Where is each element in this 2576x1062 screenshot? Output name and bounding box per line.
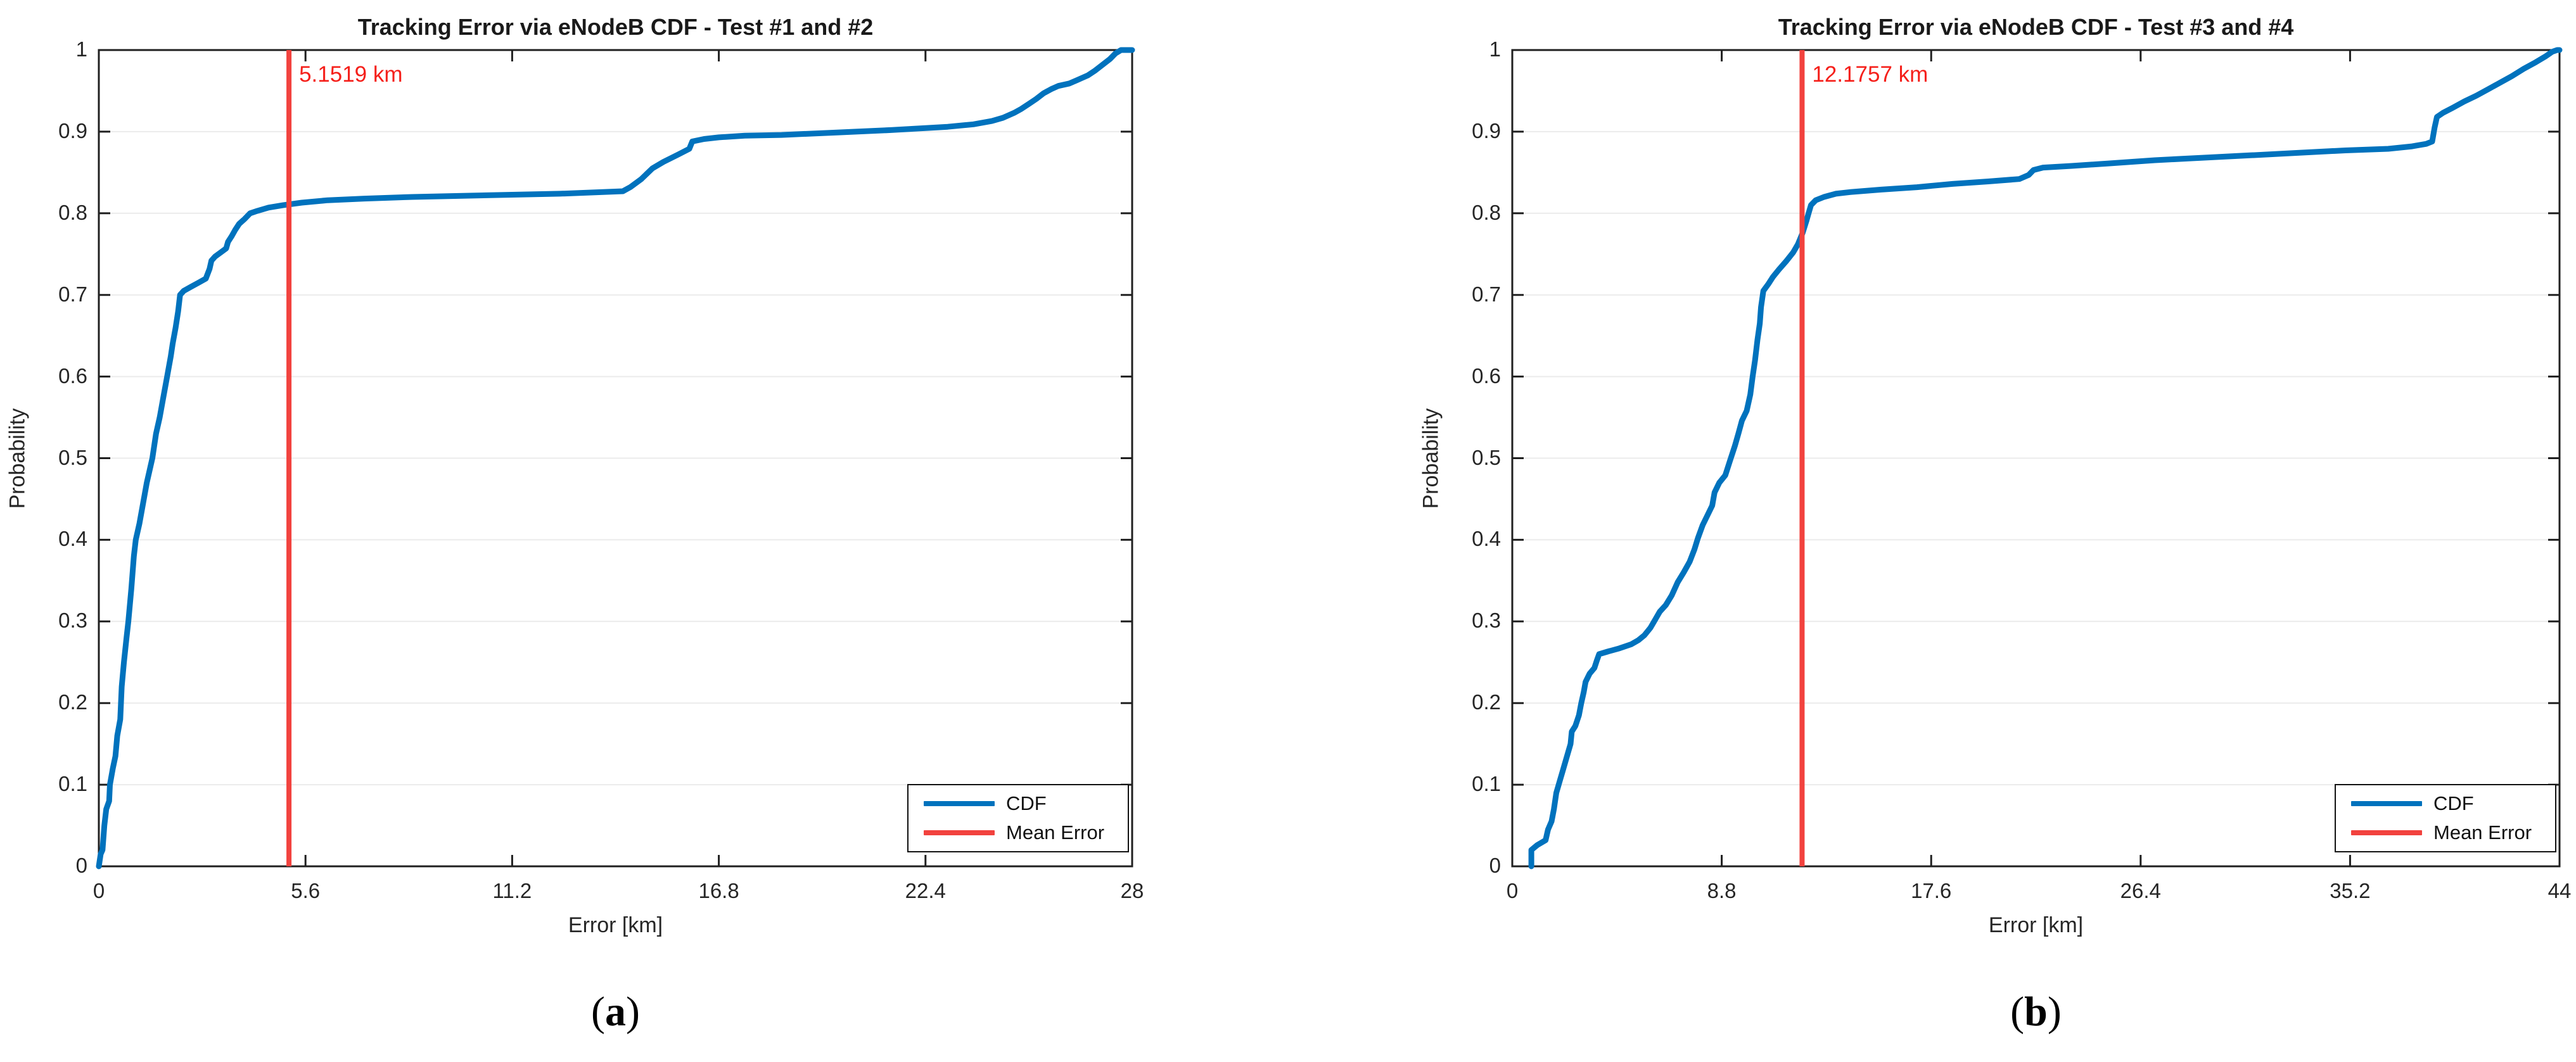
y-tick-label: 0.5 — [58, 445, 87, 469]
legend-label: Mean Error — [1006, 821, 1105, 844]
x-tick-label: 8.8 — [1707, 879, 1737, 902]
x-axis-label: Error [km] — [568, 913, 663, 937]
mean-error-line-swatch — [2351, 830, 2422, 835]
x-tick-label: 26.4 — [2120, 879, 2161, 902]
y-tick-label: 0.8 — [1472, 200, 1501, 224]
legend-entry-mean-error: Mean Error — [2336, 819, 2555, 847]
legend: CDF Mean Error — [2335, 784, 2556, 852]
y-tick-label: 1 — [1489, 37, 1501, 61]
y-tick-label: 0.2 — [58, 690, 87, 714]
subfigure-caption-a: (a) — [99, 988, 1132, 1036]
cdf-plot-a — [96, 47, 1135, 869]
cdf-line-swatch — [924, 801, 995, 807]
legend: CDF Mean Error — [907, 784, 1129, 852]
caption-paren: ( — [2010, 989, 2025, 1035]
y-tick-label: 0 — [1489, 854, 1501, 877]
cdf-line-swatch — [2351, 801, 2422, 807]
cdf-panel-b: Tracking Error via eNodeB CDF - Test #3 … — [1288, 0, 2576, 1062]
caption-paren: ( — [591, 989, 605, 1035]
y-tick-label: 0.5 — [1472, 445, 1501, 469]
y-tick-label: 0.8 — [58, 200, 87, 224]
y-tick-label: 0.9 — [58, 118, 87, 142]
x-tick-label: 0 — [92, 879, 105, 902]
x-tick-label: 22.4 — [905, 879, 946, 902]
y-tick-label: 0.9 — [1472, 118, 1501, 142]
caption-letter: a — [605, 989, 626, 1035]
x-tick-label: 16.8 — [698, 879, 739, 902]
y-tick-label: 0.2 — [1472, 690, 1501, 714]
y-tick-label: 0.4 — [1472, 527, 1501, 551]
x-tick-label: 0 — [1506, 879, 1519, 902]
legend-entry-mean-error: Mean Error — [909, 819, 1128, 847]
y-tick-label: 0.1 — [1472, 772, 1501, 796]
x-tick-label: 5.6 — [291, 879, 321, 902]
x-tick-label: 17.6 — [1911, 879, 1952, 902]
cdf-curve — [1528, 47, 2563, 869]
y-tick-label: 0.6 — [1472, 363, 1501, 388]
legend-entry-cdf: CDF — [2336, 790, 2555, 818]
caption-paren: ) — [626, 989, 640, 1035]
caption-paren: ) — [2047, 989, 2062, 1035]
mean-error-annotation: 12.1757 km — [1812, 62, 1929, 87]
plot-title: Tracking Error via eNodeB CDF - Test #1 … — [357, 14, 874, 40]
y-tick-label: 0 — [75, 854, 87, 877]
y-tick-label: 0.3 — [1472, 609, 1501, 633]
mean-error-line-swatch — [924, 830, 995, 835]
x-tick-label: 11.2 — [492, 879, 532, 902]
y-tick-label: 0.1 — [58, 772, 87, 796]
cdf-curve — [96, 47, 1135, 869]
x-axis-label: Error [km] — [1988, 913, 2084, 937]
legend-label: CDF — [2433, 792, 2474, 815]
x-tick-label: 35.2 — [2330, 879, 2371, 902]
caption-letter: b — [2024, 989, 2048, 1035]
x-tick-label: 28 — [1120, 879, 1144, 902]
y-tick-label: 0.4 — [58, 527, 87, 551]
y-tick-label: 0.6 — [58, 363, 87, 388]
x-tick-label: 44 — [2547, 879, 2572, 902]
y-tick-label: 0.7 — [58, 282, 87, 306]
plot-title: Tracking Error via eNodeB CDF - Test #3 … — [1778, 14, 2294, 40]
legend-label: Mean Error — [2433, 821, 2532, 844]
y-tick-label: 0.7 — [1472, 282, 1501, 306]
cdf-plot-b — [1511, 47, 2563, 869]
legend-entry-cdf: CDF — [909, 790, 1128, 818]
mean-error-annotation: 5.1519 km — [299, 62, 403, 87]
cdf-panel-a: Tracking Error via eNodeB CDF - Test #1 … — [6, 14, 1144, 1036]
legend-label: CDF — [1006, 792, 1047, 815]
subfigure-caption-b: (b) — [1512, 988, 2560, 1036]
y-tick-label: 0.3 — [58, 609, 87, 633]
y-tick-label: 1 — [75, 37, 87, 61]
